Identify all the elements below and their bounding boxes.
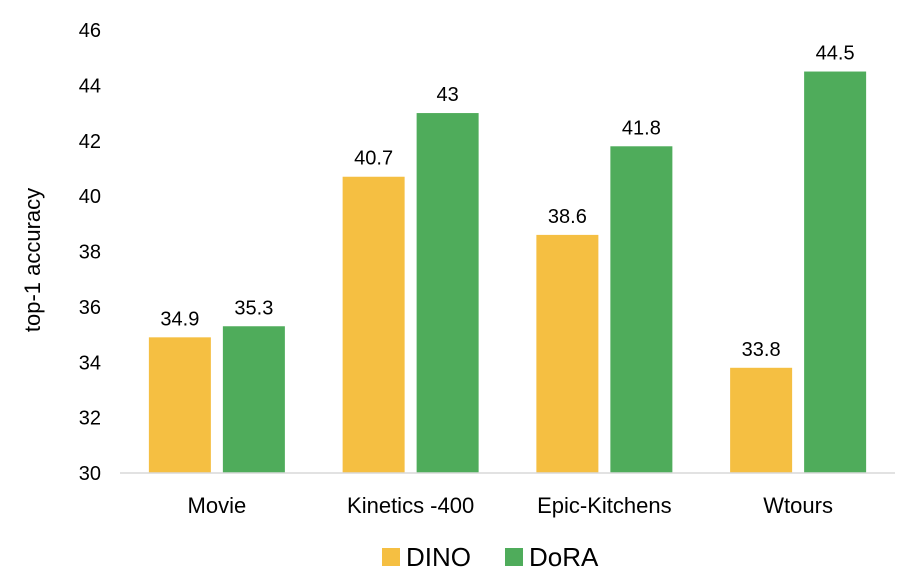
y-tick-label: 40 [79,186,101,208]
legend-label-dora: DoRA [529,542,599,572]
bars [148,71,867,473]
bar-dino [536,234,599,473]
y-tick-label: 32 [79,408,101,430]
data-label: 35.3 [234,297,273,319]
y-tick-label: 30 [79,463,101,485]
bar-dino [148,337,211,473]
legend-swatch-dora [505,548,523,566]
x-tick-label: Movie [188,493,247,518]
y-tick-label: 44 [79,75,101,97]
data-label: 40.7 [354,148,393,170]
legend-label-dino: DINO [406,542,471,572]
data-label: 33.8 [742,339,781,361]
bar-dora [222,326,285,473]
y-tick-label: 42 [79,131,101,153]
y-axis: 30 32 34 36 38 40 42 44 46 [79,20,101,485]
x-tick-label: Wtours [763,493,833,518]
data-label: 41.8 [622,117,661,139]
data-label: 38.6 [548,206,587,228]
bar-dino [730,367,793,473]
x-tick-label: Kinetics -400 [347,493,474,518]
legend: DINO DoRA [382,542,599,572]
bar-dora [610,146,673,473]
bar-dora [804,71,867,473]
x-tick-label: Epic-Kitchens [537,493,672,518]
x-axis: Movie Kinetics -400 Epic-Kitchens Wtours [188,493,833,518]
y-axis-title: top-1 accuracy [20,188,45,332]
bar-dora [416,113,479,473]
y-tick-label: 36 [79,297,101,319]
y-tick-label: 34 [79,352,101,374]
data-labels: 34.9 35.3 40.7 43 38.6 41.8 33.8 44.5 [160,43,854,361]
data-label: 44.5 [816,43,855,65]
legend-swatch-dino [382,548,400,566]
data-label: 43 [437,84,459,106]
y-tick-label: 46 [79,20,101,42]
bar-dino [342,176,405,473]
data-label: 34.9 [160,308,199,330]
y-tick-label: 38 [79,242,101,264]
